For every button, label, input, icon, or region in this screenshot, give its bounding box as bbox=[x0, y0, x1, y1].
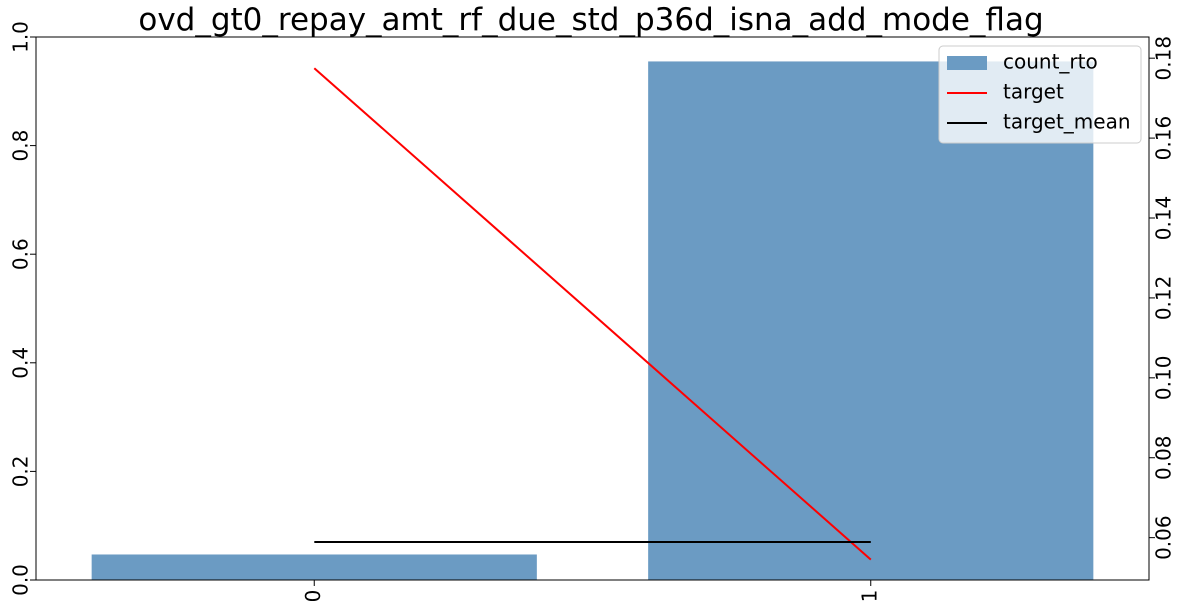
plot-area bbox=[91, 61, 1094, 581]
y-right-tick-label: 0.08 bbox=[1152, 435, 1176, 480]
legend-label-target_mean: target_mean bbox=[1003, 110, 1131, 134]
x-tick-label: 1 bbox=[857, 590, 881, 603]
legend-swatch-count_rto bbox=[947, 56, 987, 70]
bar-count_rto-0 bbox=[91, 554, 537, 580]
y-right-tick-label: 0.14 bbox=[1152, 196, 1176, 241]
y-right-tick-label: 0.10 bbox=[1152, 356, 1176, 401]
legend-box bbox=[938, 45, 1142, 144]
y-left-tick-label: 0.0 bbox=[9, 564, 33, 596]
y-right-tick-label: 0.06 bbox=[1152, 515, 1176, 560]
y-right-tick-label: 0.12 bbox=[1152, 276, 1176, 321]
legend-label-target: target bbox=[1003, 80, 1064, 104]
axes: 0.0 0.2 0.4 0.6 0.8 1.0 0.06 0.08 0.10 0.12 0.14 0.… bbox=[9, 21, 1176, 602]
y-left-tick-label: 0.8 bbox=[9, 130, 33, 162]
y-right-tick-label: 0.16 bbox=[1152, 116, 1176, 161]
y-left-tick-label: 0.6 bbox=[9, 238, 33, 270]
chart-title: ovd_gt0_repay_amt_rf_due_std_p36d_isna_a… bbox=[138, 2, 1043, 38]
y-right-tick-label: 0.18 bbox=[1152, 36, 1176, 81]
legend-label-count_rto: count_rto bbox=[1003, 50, 1098, 74]
y-left-tick-label: 1.0 bbox=[9, 21, 33, 53]
plot-frame bbox=[35, 36, 1150, 581]
bar-count_rto-1 bbox=[648, 61, 1094, 581]
x-tick-label: 0 bbox=[301, 590, 325, 603]
y-left-tick-label: 0.4 bbox=[9, 347, 33, 379]
line-target bbox=[313, 67, 872, 561]
y-left-tick-label: 0.2 bbox=[9, 455, 33, 487]
